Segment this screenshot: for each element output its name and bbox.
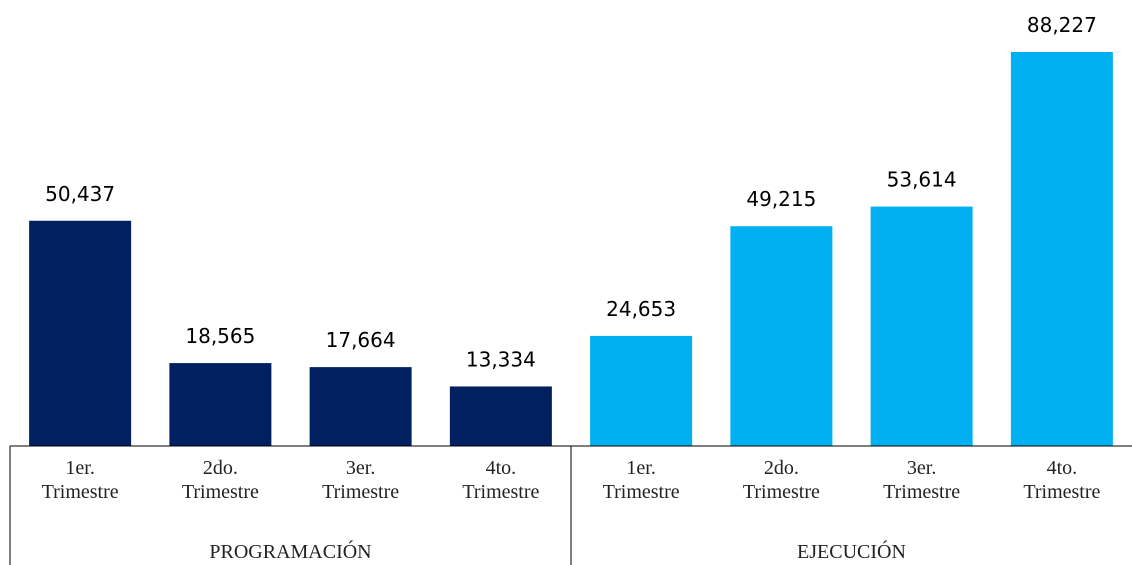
bar <box>169 363 272 446</box>
value-label: 18,565 <box>185 324 255 348</box>
bar <box>730 226 833 446</box>
bar <box>449 386 552 446</box>
category-label: 1er. Trimestre <box>602 457 680 503</box>
category-label: 4to. Trimestre <box>462 457 540 503</box>
group-label: PROGRAMACIÓN <box>209 541 372 563</box>
group-label: EJECUCIÓN <box>797 541 906 563</box>
category-label: 2do. Trimestre <box>181 457 259 503</box>
value-label: 17,664 <box>326 328 396 352</box>
value-label: 50,437 <box>45 182 115 206</box>
category-label: 2do. Trimestre <box>742 457 820 503</box>
category-label: 3er. Trimestre <box>883 457 961 503</box>
category-label: 3er. Trimestre <box>322 457 400 503</box>
bar <box>870 206 973 446</box>
value-label: 24,653 <box>606 297 676 321</box>
bar <box>29 220 132 446</box>
category-label: 1er. Trimestre <box>41 457 119 503</box>
category-label: 4to. Trimestre <box>1023 457 1101 503</box>
bar <box>309 367 412 446</box>
bar <box>590 335 693 446</box>
bar <box>1010 52 1113 446</box>
value-label: 13,334 <box>466 347 536 371</box>
value-label: 53,614 <box>887 168 957 192</box>
value-label: 49,215 <box>746 187 816 211</box>
value-label: 88,227 <box>1027 13 1097 37</box>
